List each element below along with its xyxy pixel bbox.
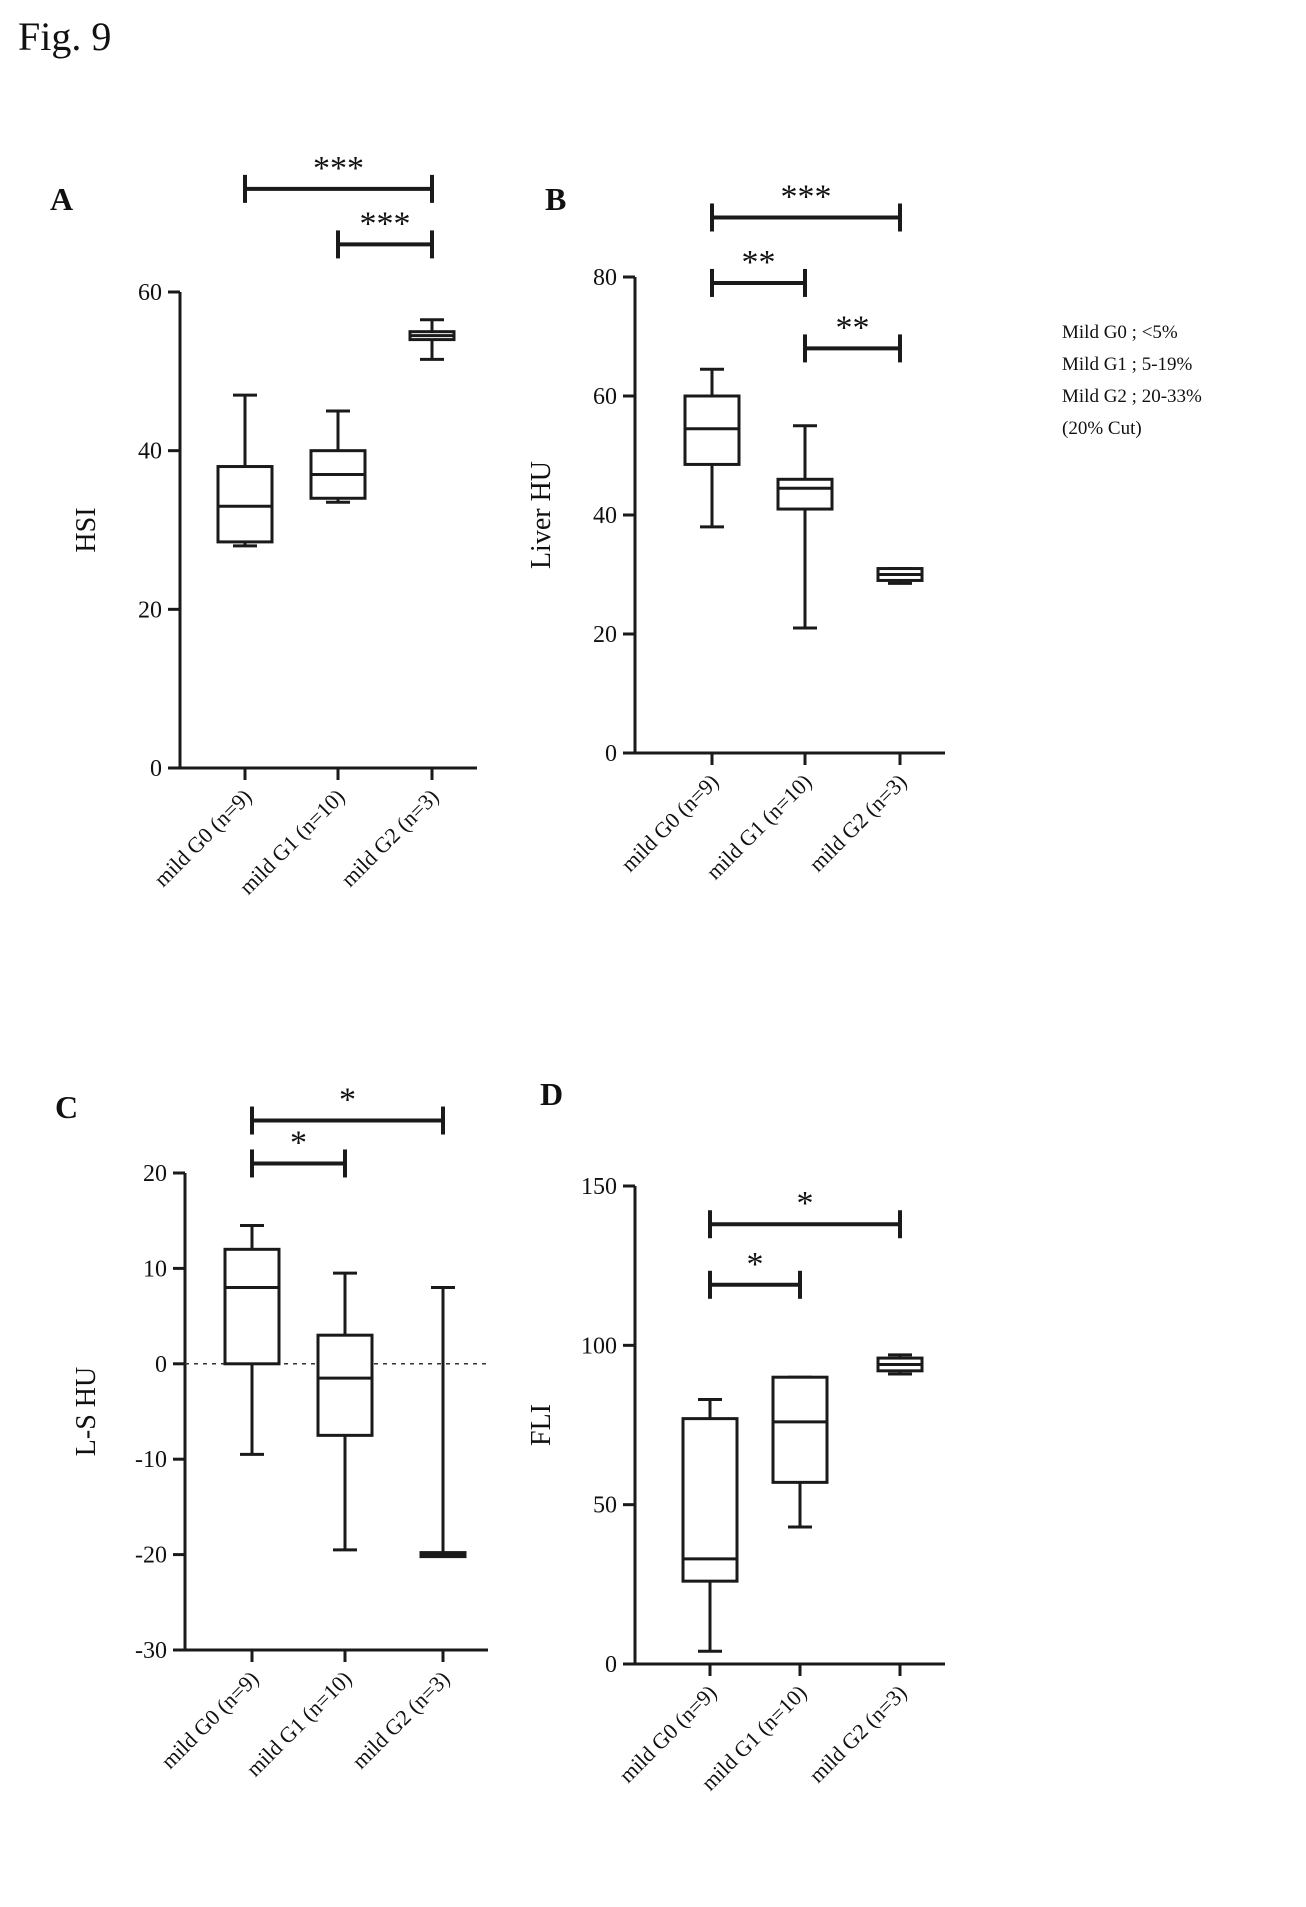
box-2 — [876, 1353, 924, 1376]
y-tick-label: 20 — [593, 622, 617, 648]
y-tick-label: -30 — [135, 1638, 167, 1664]
significance-label: ** — [742, 244, 776, 281]
significance-bracket-0: *** — [243, 150, 434, 203]
y-tick-label: 40 — [138, 439, 162, 465]
significance-label: * — [290, 1124, 307, 1161]
significance-bracket-1: *** — [336, 205, 434, 259]
box-0 — [216, 393, 274, 548]
box-iqr — [681, 1417, 739, 1583]
box-iqr — [223, 1247, 281, 1366]
significance-bracket-0: * — [250, 1082, 445, 1135]
y-tick-label: -20 — [135, 1543, 167, 1569]
box-1 — [776, 424, 834, 630]
significance-bracket-1: * — [250, 1124, 347, 1178]
box-iqr — [776, 477, 834, 511]
box-2 — [408, 318, 456, 361]
y-axis-label: Liver HU — [526, 461, 557, 569]
legend-note-line-3: (20% Cut) — [1062, 418, 1142, 439]
box-1 — [309, 409, 367, 504]
box-0 — [223, 1223, 281, 1456]
y-tick-label: 20 — [138, 597, 162, 623]
y-tick-label: 60 — [593, 384, 617, 410]
significance-bracket-0: *** — [710, 179, 902, 232]
significance-bracket-0: * — [708, 1185, 902, 1239]
y-tick-label: 20 — [143, 1161, 167, 1187]
y-tick-label: 0 — [605, 1652, 617, 1678]
significance-label: * — [797, 1185, 814, 1222]
y-axis-label: FLI — [526, 1404, 557, 1446]
x-tick-label: mild G2 (n=3) — [804, 769, 912, 877]
panel-label: C — [55, 1089, 78, 1125]
significance-label: *** — [313, 150, 364, 187]
y-tick-label: 100 — [581, 1333, 617, 1359]
panel-label: B — [545, 181, 566, 217]
significance-label: *** — [781, 179, 832, 216]
box-iqr — [216, 465, 274, 544]
significance-label: * — [339, 1082, 356, 1119]
legend-note-line-1: Mild G1 ; 5-19% — [1062, 354, 1193, 375]
significance-label: * — [747, 1246, 764, 1283]
y-axis-label: HSI — [71, 507, 102, 552]
box-iqr — [316, 1333, 374, 1437]
panel-label: A — [50, 181, 73, 217]
box-1 — [316, 1271, 374, 1552]
significance-bracket-2: ** — [803, 309, 902, 363]
y-tick-label: 10 — [143, 1256, 167, 1282]
box-0 — [681, 1398, 739, 1653]
x-tick-label: mild G2 (n=3) — [347, 1666, 455, 1774]
x-tick-label: mild G2 (n=3) — [804, 1680, 912, 1788]
y-tick-label: 150 — [581, 1174, 617, 1200]
y-tick-label: 50 — [593, 1493, 617, 1519]
y-tick-label: 0 — [150, 756, 162, 782]
significance-bracket-1: ** — [710, 244, 807, 297]
figure-label: Fig. 9 — [18, 14, 111, 59]
box-2 — [876, 567, 924, 585]
y-tick-label: 60 — [138, 280, 162, 306]
significance-label: ** — [836, 309, 870, 346]
y-tick-label: 40 — [593, 503, 617, 529]
box-2 — [419, 1285, 467, 1559]
significance-label: *** — [360, 205, 411, 242]
legend-note: Mild G0 ; <5% Mild G1 ; 5-19% Mild G2 ; … — [1062, 322, 1202, 439]
legend-note-line-2: Mild G2 ; 20-33% — [1062, 386, 1202, 407]
box-0 — [683, 367, 741, 529]
box-1 — [771, 1375, 829, 1529]
y-tick-label: 0 — [155, 1352, 167, 1378]
y-tick-label: 80 — [593, 265, 617, 291]
y-axis-label: L-S HU — [71, 1367, 102, 1456]
panel-label: D — [540, 1076, 563, 1112]
x-tick-label: mild G2 (n=3) — [336, 784, 444, 892]
box-iqr — [771, 1375, 829, 1484]
legend-note-line-0: Mild G0 ; <5% — [1062, 322, 1178, 343]
y-tick-label: -10 — [135, 1447, 167, 1473]
y-tick-label: 0 — [605, 741, 617, 767]
significance-bracket-1: * — [708, 1246, 802, 1299]
